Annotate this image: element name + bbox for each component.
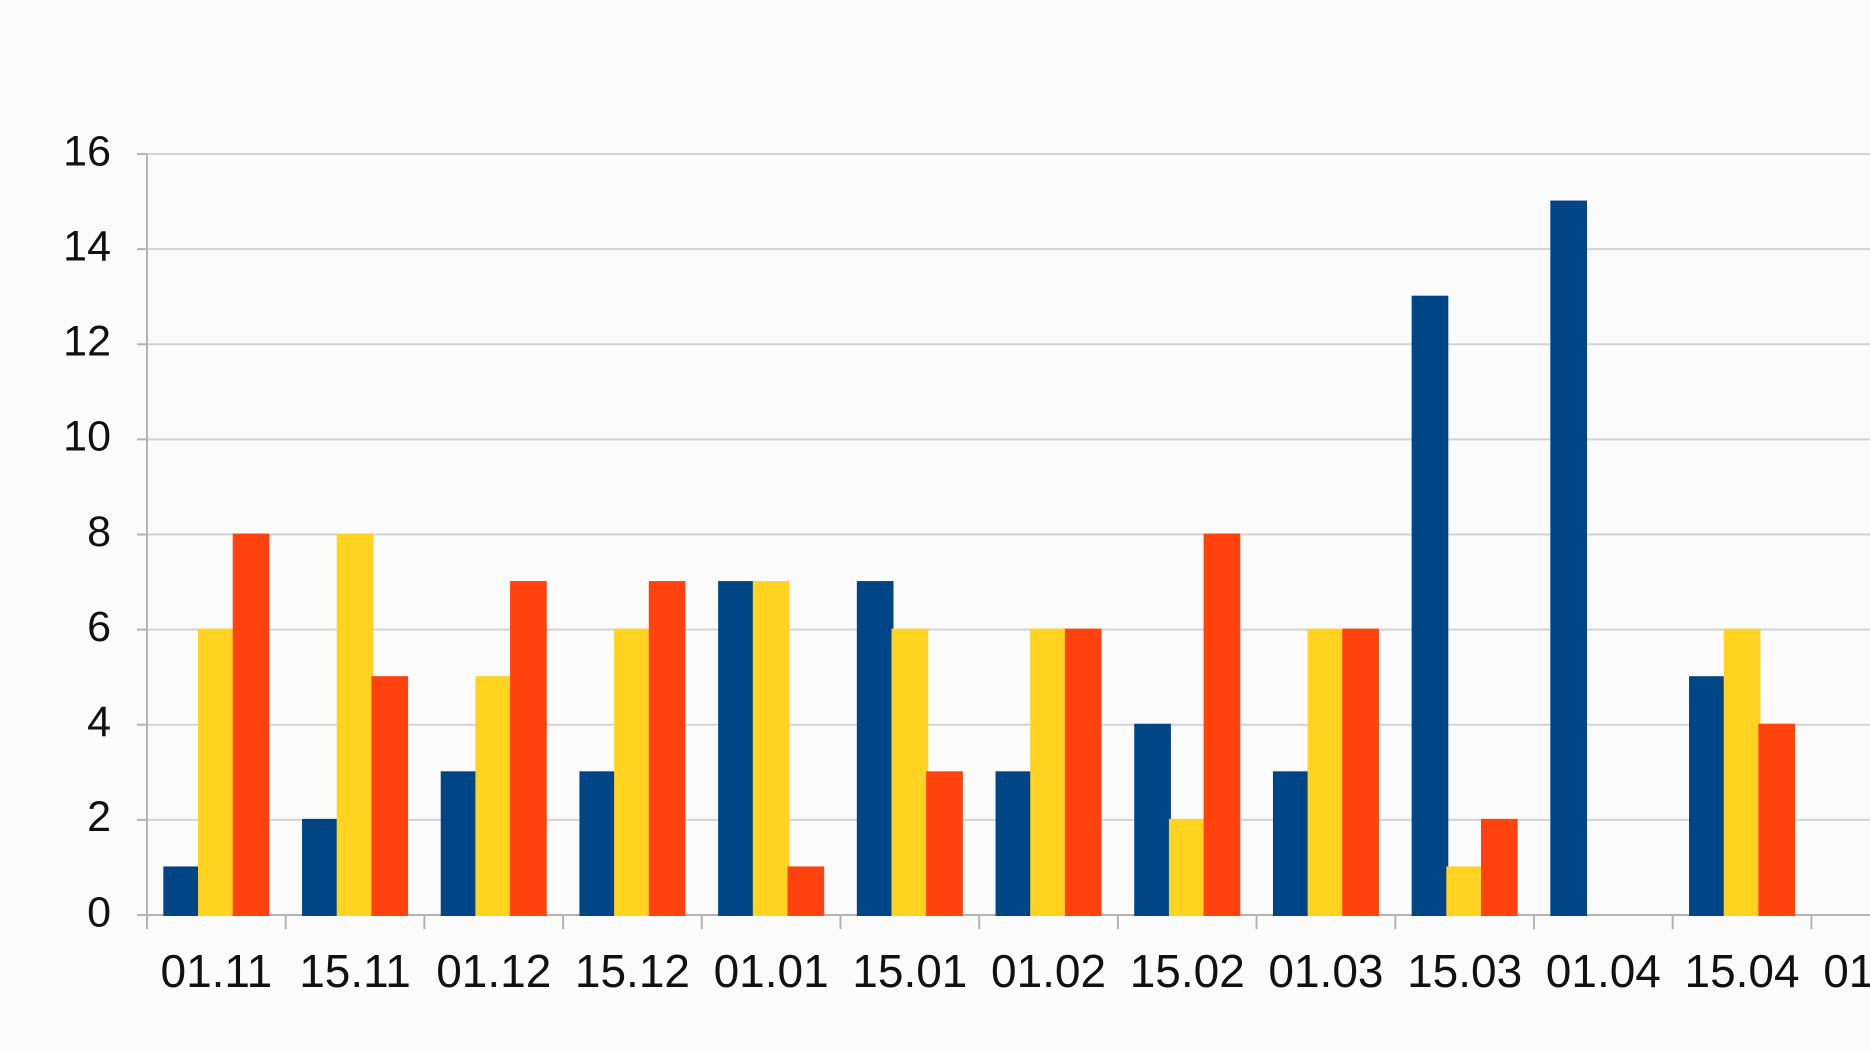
bar	[336, 533, 374, 916]
bar	[718, 581, 755, 916]
x-tick-label: 15.11	[299, 945, 411, 997]
y-tick-label: 4	[87, 698, 111, 746]
y-tick-label: 14	[63, 222, 111, 270]
bar	[1064, 628, 1102, 916]
bar	[1030, 628, 1067, 916]
x-tick-label: 01.04	[1546, 945, 1661, 997]
bar	[752, 581, 790, 916]
bar	[614, 628, 651, 916]
x-tick-label: 15.12	[575, 945, 690, 997]
bar	[1723, 628, 1761, 916]
bar	[198, 628, 235, 916]
bar	[995, 771, 1033, 916]
bar	[1446, 866, 1483, 916]
bar	[440, 771, 478, 916]
bar	[1342, 628, 1379, 916]
y-tick-label: 2	[87, 793, 111, 841]
bar	[579, 771, 617, 916]
bar	[1272, 771, 1310, 916]
x-tick-label: 01.02	[991, 945, 1106, 997]
bar	[1168, 818, 1206, 916]
bar	[787, 866, 825, 916]
bar	[1203, 533, 1241, 916]
x-tick-label: 01.03	[1268, 945, 1383, 997]
bar	[891, 628, 929, 916]
bar	[648, 581, 686, 916]
bar	[1689, 676, 1726, 916]
y-tick-label: 12	[63, 318, 111, 366]
bar	[1758, 723, 1796, 916]
bar	[302, 818, 339, 916]
bar	[510, 581, 547, 916]
bar	[371, 676, 409, 916]
bar	[1480, 818, 1518, 916]
y-tick-label: 10	[63, 413, 111, 461]
x-tick-label: 15.03	[1407, 945, 1522, 997]
y-tick-label: 8	[87, 508, 111, 556]
bar	[1411, 295, 1449, 916]
x-tick-label: 15.01	[852, 945, 967, 997]
bar	[926, 771, 963, 916]
bar	[232, 533, 270, 916]
bar	[1550, 200, 1588, 916]
bar	[1307, 628, 1345, 916]
y-tick-label: 16	[63, 127, 111, 175]
x-tick-label: 01.01	[714, 945, 829, 997]
y-tick-label: 6	[87, 603, 111, 651]
x-tick-label: 15.02	[1130, 945, 1245, 997]
bar	[1134, 723, 1171, 916]
y-tick-label: 0	[87, 888, 111, 936]
x-tick-label: 01.12	[436, 945, 551, 997]
x-tick-label: 01.11	[160, 945, 272, 997]
bar	[163, 866, 201, 916]
x-tick-label: 01.05	[1823, 945, 1870, 997]
x-tick-label: 15.04	[1684, 945, 1799, 997]
bar	[856, 581, 894, 916]
bar	[475, 676, 513, 916]
